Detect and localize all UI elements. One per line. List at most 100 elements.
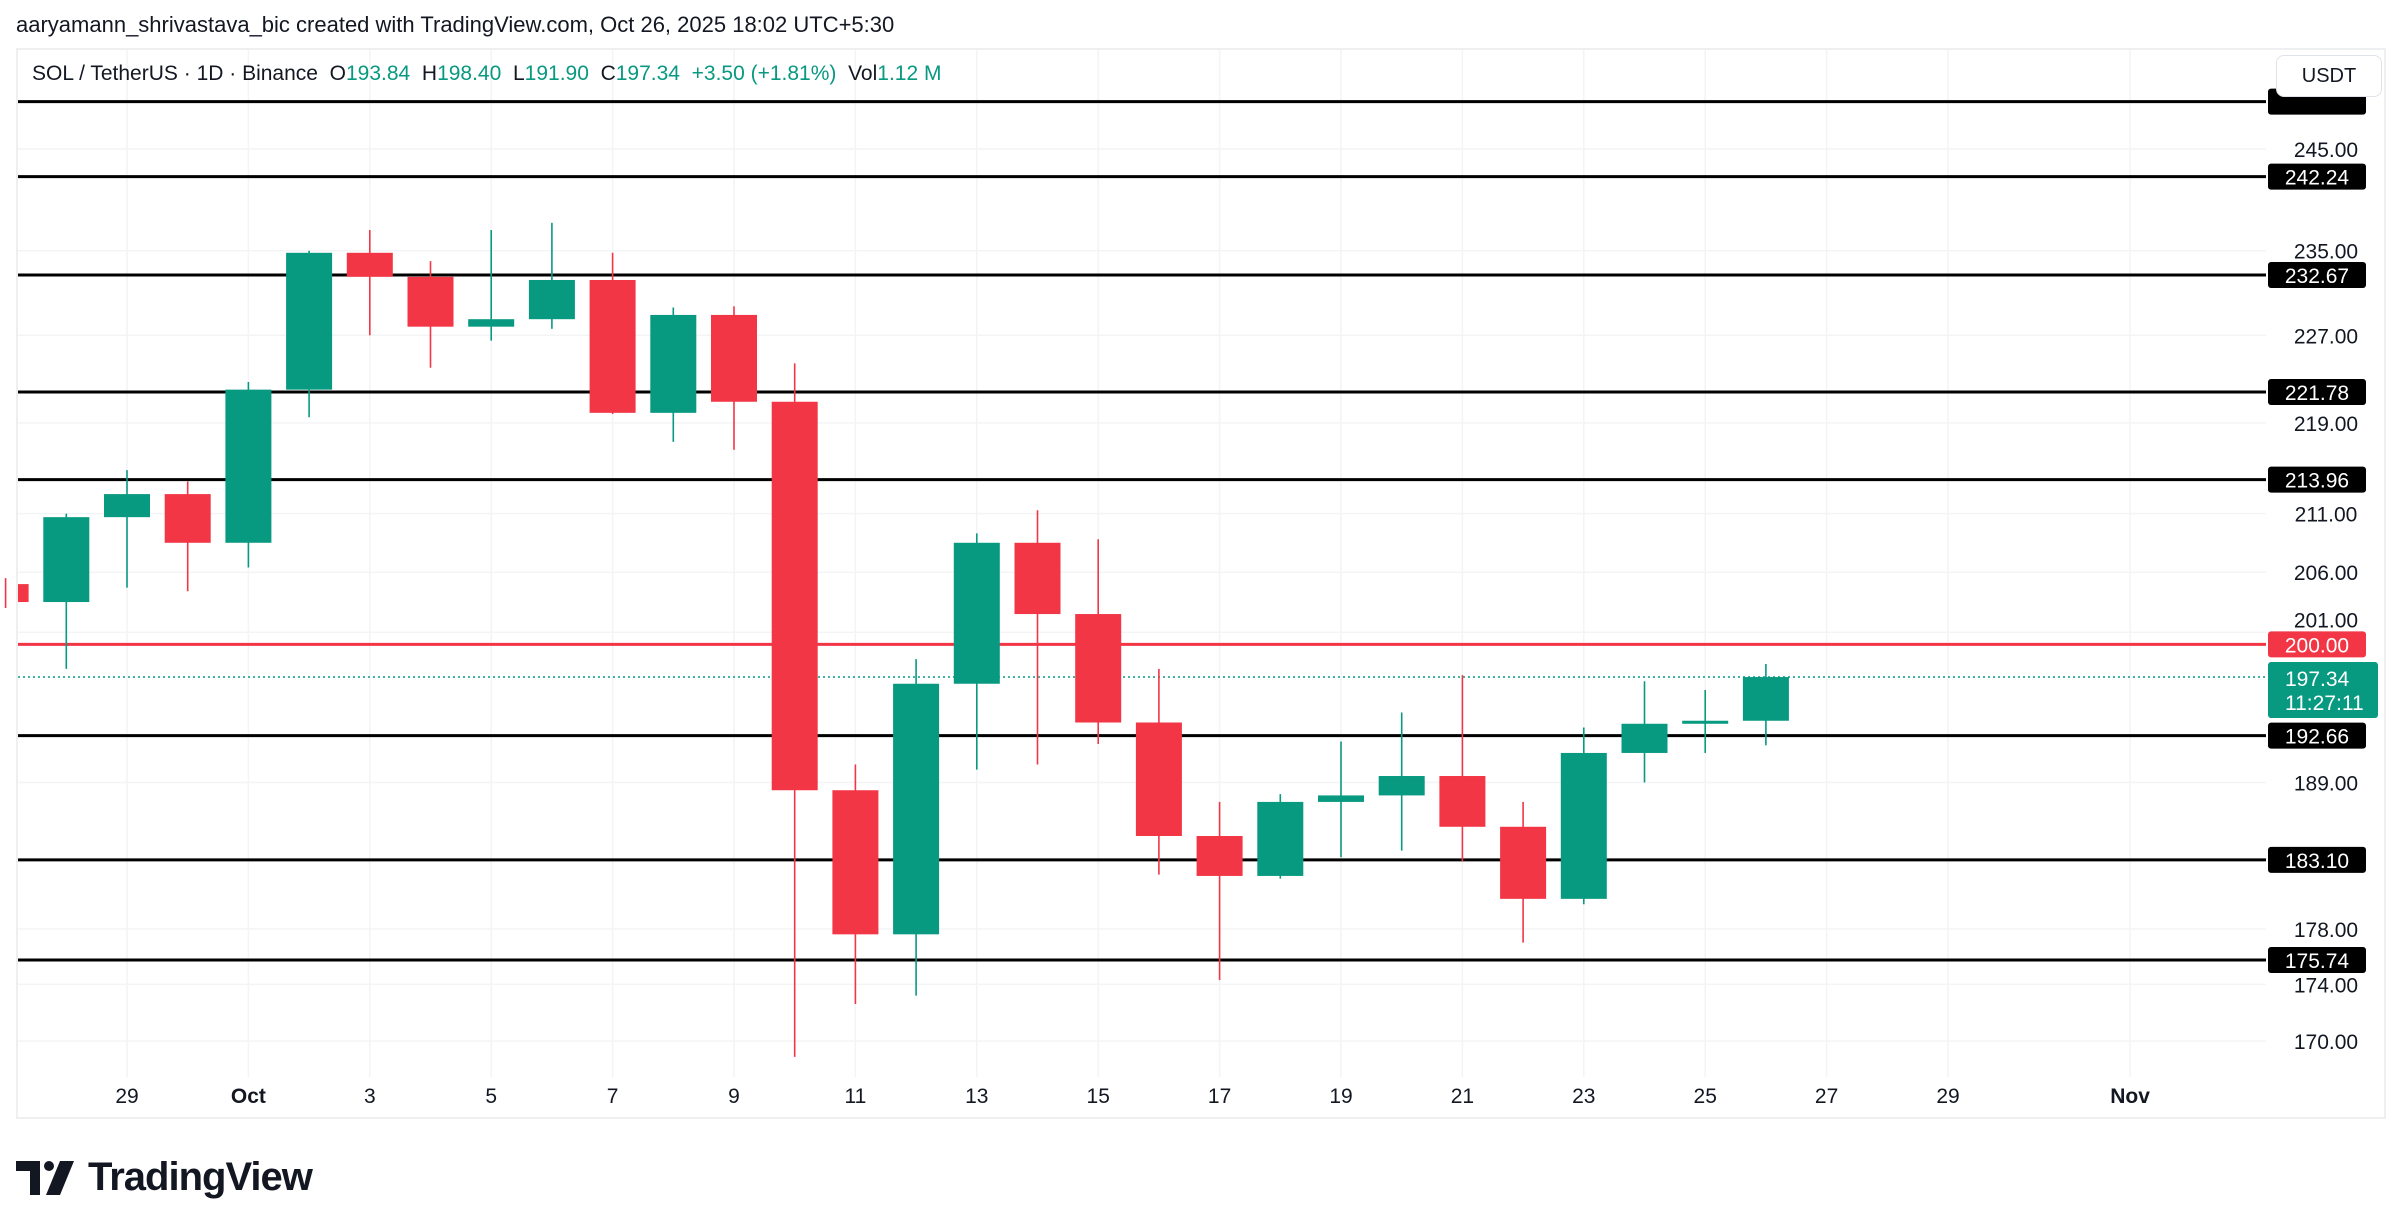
candle-body	[1378, 776, 1425, 796]
close-value: 197.34	[615, 62, 680, 85]
candle-2025-10-24	[1621, 681, 1668, 783]
level-label-box	[2268, 722, 2366, 749]
open-value: 193.84	[345, 62, 411, 85]
candle-body	[711, 314, 757, 402]
level-label: 213.96	[2285, 470, 2349, 493]
x-tick-label: 13	[965, 1085, 988, 1108]
y-tick-label: 189.00	[2294, 772, 2358, 795]
x-tick-label: 29	[115, 1085, 138, 1108]
candle-2025-10-26	[1742, 663, 1789, 746]
candle-body	[1742, 677, 1789, 721]
candle-body	[1257, 801, 1304, 876]
tradingview-logo-icon	[16, 1160, 74, 1195]
high-value: 198.40	[437, 62, 502, 85]
candle-body	[104, 494, 150, 518]
x-tick-label: 17	[1208, 1085, 1231, 1108]
time-axis: 29 Oct 3 5 7 9 11 13 15 17 19 21 23 25 27 29 Nov	[115, 1085, 2150, 1108]
candle-2025-10-05	[468, 230, 515, 341]
level-label-box	[2268, 631, 2366, 658]
y-tick-label: 219.00	[2294, 413, 2358, 436]
candle-2025-10-09	[711, 306, 757, 450]
change-value: +3.50 (+1.81%)	[691, 62, 837, 85]
candle-body	[43, 517, 90, 603]
candle-body	[893, 683, 940, 935]
candle-2025-10-15	[1075, 539, 1122, 745]
x-tick-label: 25	[1694, 1085, 1717, 1108]
x-tick-label: 19	[1329, 1085, 1352, 1108]
candle-body	[286, 252, 333, 390]
x-tick-label: Nov	[2110, 1085, 2150, 1108]
x-tick-label: 23	[1572, 1085, 1595, 1108]
volume-value: 1.12 M	[877, 62, 942, 85]
candle-body	[164, 494, 211, 543]
candle-2025-10-20	[1378, 712, 1425, 851]
y-tick-label: 206.00	[2294, 562, 2358, 585]
level-label: 183.10	[2285, 850, 2349, 873]
y-tick-label: 235.00	[2294, 241, 2358, 264]
symbol-name: SOL / TetherUS · 1D · Binance	[32, 62, 318, 85]
x-tick-label: 9	[728, 1085, 740, 1108]
candle-2025-10-11	[832, 764, 879, 1005]
y-tick-label: 178.00	[2294, 919, 2358, 942]
candle-2025-09-29	[104, 470, 150, 588]
chart-pane[interactable]	[16, 48, 2386, 1119]
candle-2025-10-25	[1682, 689, 1729, 753]
x-tick-label: 29	[1936, 1085, 1959, 1108]
grid	[18, 50, 2266, 1077]
y-tick-label: 201.00	[2294, 609, 2358, 632]
level-label-box	[2268, 379, 2366, 406]
candle-body	[953, 542, 1000, 684]
level-label-box	[2268, 846, 2366, 873]
logo-text: TradingView	[88, 1155, 313, 1199]
level-label-box	[2268, 947, 2366, 974]
candle-2025-09-28	[43, 513, 90, 669]
candle-2025-10-19	[1318, 741, 1364, 858]
candle-body	[468, 319, 515, 327]
level-label: 232.67	[2285, 265, 2349, 288]
candle-2025-09-30	[164, 481, 211, 592]
candle-body	[407, 276, 454, 327]
candle-2025-10-13	[953, 533, 1000, 770]
x-tick-label: 21	[1451, 1085, 1474, 1108]
last-price-label: 197.34	[2285, 668, 2350, 691]
level-label: 192.66	[2285, 726, 2349, 749]
x-tick-label: 27	[1815, 1085, 1838, 1108]
candle-2025-10-04	[407, 261, 454, 368]
y-tick-label: 211.00	[2295, 504, 2358, 527]
level-label: 200.00	[2285, 634, 2349, 657]
symbol-legend: SOL / TetherUS · 1D · Binance O193.84 H1…	[32, 62, 942, 85]
x-tick-label: 3	[364, 1085, 376, 1108]
level-label: 242.24	[2285, 167, 2350, 190]
candle-2025-10-14	[1014, 510, 1061, 765]
candle-2025-10-18	[1257, 794, 1304, 879]
x-tick-label: 7	[607, 1085, 619, 1108]
level-label-box	[2268, 163, 2366, 190]
candle-body	[1196, 836, 1243, 876]
x-tick-label: Oct	[231, 1085, 266, 1108]
tradingview-logo[interactable]: TradingView	[16, 1155, 313, 1200]
x-tick-label: 15	[1087, 1085, 1110, 1108]
candle-body	[346, 252, 393, 277]
candle-2025-10-03	[346, 230, 393, 336]
level-label-box	[2268, 466, 2366, 493]
low-value: 191.90	[524, 62, 589, 85]
price-axis: 245.00 235.00 227.00 219.00 211.00 206.00 201.…	[2268, 88, 2378, 1054]
candle-2025-10-17	[1196, 801, 1243, 981]
candle-body	[832, 790, 879, 935]
level-label-box	[2268, 262, 2366, 289]
candle-body	[1318, 795, 1364, 802]
currency-button[interactable]: USDT	[2276, 55, 2382, 97]
candle-body	[771, 401, 818, 791]
x-tick-label: 11	[844, 1085, 866, 1108]
candle-body	[589, 279, 636, 413]
candle-2025-10-01	[225, 381, 272, 568]
candles	[4, 222, 1789, 1057]
candle-2025-10-08	[650, 307, 697, 442]
candle-2025-09-27	[4, 578, 29, 609]
y-tick-label: 245.00	[2294, 139, 2358, 162]
candle-2025-10-06	[528, 222, 575, 329]
candle-body	[225, 389, 272, 543]
candle-2025-10-23	[1560, 727, 1607, 905]
candle-2025-10-10	[771, 363, 818, 1057]
